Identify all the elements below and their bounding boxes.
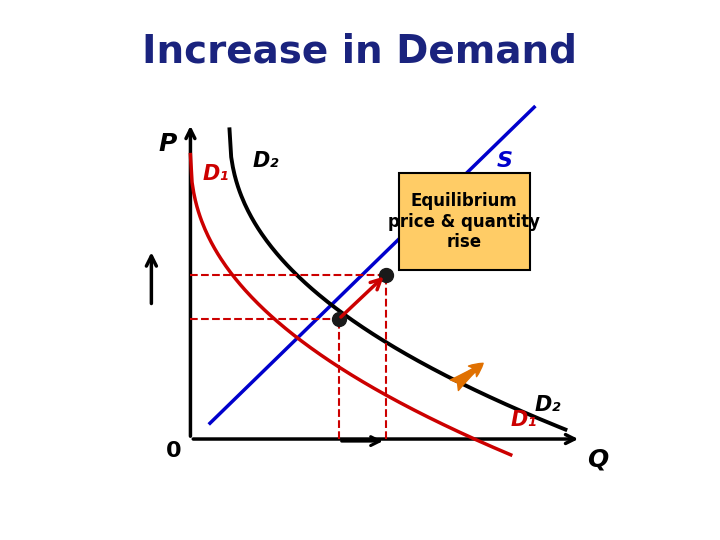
Text: Increase in Demand: Increase in Demand: [143, 32, 577, 70]
Text: S: S: [497, 151, 513, 171]
Text: Q: Q: [587, 447, 608, 471]
FancyBboxPatch shape: [399, 173, 530, 271]
Text: 0: 0: [166, 442, 181, 462]
Text: D₂: D₂: [253, 151, 279, 171]
Text: P: P: [159, 132, 177, 157]
Text: D₁: D₁: [202, 164, 229, 184]
Text: D₂: D₂: [534, 395, 561, 415]
Text: Equilibrium
price & quantity
rise: Equilibrium price & quantity rise: [388, 192, 540, 252]
Text: D₁: D₁: [510, 410, 537, 430]
